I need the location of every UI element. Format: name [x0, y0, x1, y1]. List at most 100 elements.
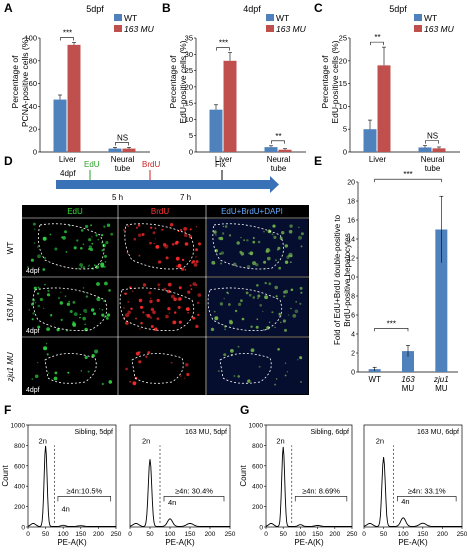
cell-speckle — [106, 317, 109, 320]
tetraploid-label: 4n — [401, 497, 409, 506]
y-tick-label: 80 — [29, 56, 37, 65]
plot-frame — [27, 424, 117, 528]
cell-speckle — [255, 263, 259, 267]
cell-speckle — [273, 235, 277, 239]
panel-letter-d: D — [4, 154, 13, 168]
x-category-label: Neural — [111, 155, 135, 164]
cell-speckle — [46, 327, 50, 331]
legend-a-mu: 163 MU — [124, 24, 155, 34]
x-tick-label: 200 — [437, 531, 448, 538]
cell-speckle — [84, 327, 88, 332]
cell-speckle — [195, 260, 199, 264]
cell-speckle — [131, 290, 134, 293]
cell-speckle — [50, 314, 53, 316]
cell-speckle — [180, 375, 182, 377]
cell-speckle — [88, 245, 92, 249]
cell-speckle — [53, 376, 58, 381]
cell-speckle — [284, 260, 289, 264]
y-tick-label: 100 — [24, 34, 37, 43]
cell-speckle — [259, 303, 263, 307]
cell-speckle — [108, 289, 111, 292]
cell-speckle — [34, 287, 36, 289]
x-axis-label: PE-A(K) — [294, 538, 324, 547]
cell-speckle — [295, 301, 298, 303]
cell-speckle — [237, 375, 240, 378]
bar — [435, 229, 448, 372]
y-tick-label: 18 — [347, 199, 355, 206]
cell-speckle — [290, 288, 294, 292]
cell-speckle — [268, 249, 271, 252]
cell-speckle — [268, 321, 271, 323]
y-tick-label: 20 — [347, 180, 355, 187]
sig-bracket — [374, 178, 442, 183]
y-tick-label: 400 — [252, 484, 263, 491]
cell-speckle — [106, 223, 111, 227]
microscopy-grid: EdU BrdU EdU+BrdU+DAPI WT 163 MU zju1 MU… — [6, 205, 309, 395]
cell-speckle — [94, 264, 96, 267]
bar — [53, 99, 67, 152]
cell-speckle — [95, 265, 99, 269]
cell-speckle — [274, 326, 276, 328]
cell-speckle — [250, 348, 255, 353]
panel-a-ylabel-2: PCNA-positive cells (%) — [20, 37, 30, 127]
cell-speckle — [277, 246, 281, 250]
cell-speckle — [288, 229, 293, 234]
y-tick-label: 1000 — [11, 423, 26, 430]
cell-speckle — [178, 286, 182, 290]
bar — [67, 44, 81, 153]
liver-outlines — [32, 223, 284, 384]
cell-speckle — [183, 233, 188, 238]
bar — [209, 109, 223, 152]
cell-speckle — [275, 378, 278, 380]
y-axis-label: Count — [239, 465, 248, 487]
cell-speckle — [167, 307, 171, 311]
cell-speckle — [210, 327, 215, 332]
x-tick-label: 200 — [205, 531, 216, 538]
x-tick-label: 100 — [295, 531, 306, 538]
cell-speckle — [195, 324, 199, 329]
cell-speckle — [257, 240, 261, 244]
cell-speckle — [135, 317, 137, 320]
cell-speckle — [189, 228, 192, 231]
legend-b-wt-swatch — [266, 14, 274, 21]
cell-speckle — [283, 295, 286, 298]
cell-speckle — [171, 242, 175, 246]
x-category-label: MU — [435, 384, 448, 393]
cell-speckle — [167, 282, 172, 287]
bar — [108, 148, 122, 152]
cell-speckle — [80, 229, 84, 232]
cell-speckle — [37, 246, 39, 248]
timeline-start: 4dpf — [60, 169, 76, 178]
legend-c-wt-swatch — [414, 14, 422, 21]
cell-speckle — [149, 297, 152, 299]
cell-speckle — [96, 297, 101, 302]
cell-speckle — [247, 379, 251, 383]
legend-c-mu: 163 MU — [424, 24, 455, 34]
cell-speckle — [275, 295, 278, 298]
cell-speckle — [28, 309, 30, 311]
sig-bracket — [216, 47, 230, 51]
cell-speckle — [284, 244, 288, 248]
cell-speckle — [274, 383, 277, 386]
cell-speckle — [91, 236, 93, 238]
cell-speckle — [150, 325, 154, 328]
cell-speckle — [138, 233, 142, 237]
cell-speckle — [191, 261, 194, 264]
cell-speckle — [125, 321, 129, 325]
sig-bracket — [271, 140, 285, 144]
cell-speckle — [271, 311, 274, 314]
cell-speckle — [265, 249, 269, 253]
col-header-edu: EdU — [67, 207, 83, 216]
y-tick-label: 16 — [347, 218, 355, 225]
cell-speckle — [233, 262, 237, 266]
cell-speckle — [73, 312, 78, 316]
cell-speckle — [149, 316, 153, 319]
y-tick-label: 4 — [351, 332, 355, 339]
x-category-label: MU — [402, 384, 415, 393]
cell-speckle — [240, 299, 243, 303]
panel-letter-b: B — [162, 1, 171, 15]
cell-speckle — [91, 354, 95, 358]
y-tick-label: 15 — [339, 79, 347, 88]
x-category-label: Liver — [215, 155, 233, 164]
x-tick-label: 50 — [146, 531, 154, 538]
